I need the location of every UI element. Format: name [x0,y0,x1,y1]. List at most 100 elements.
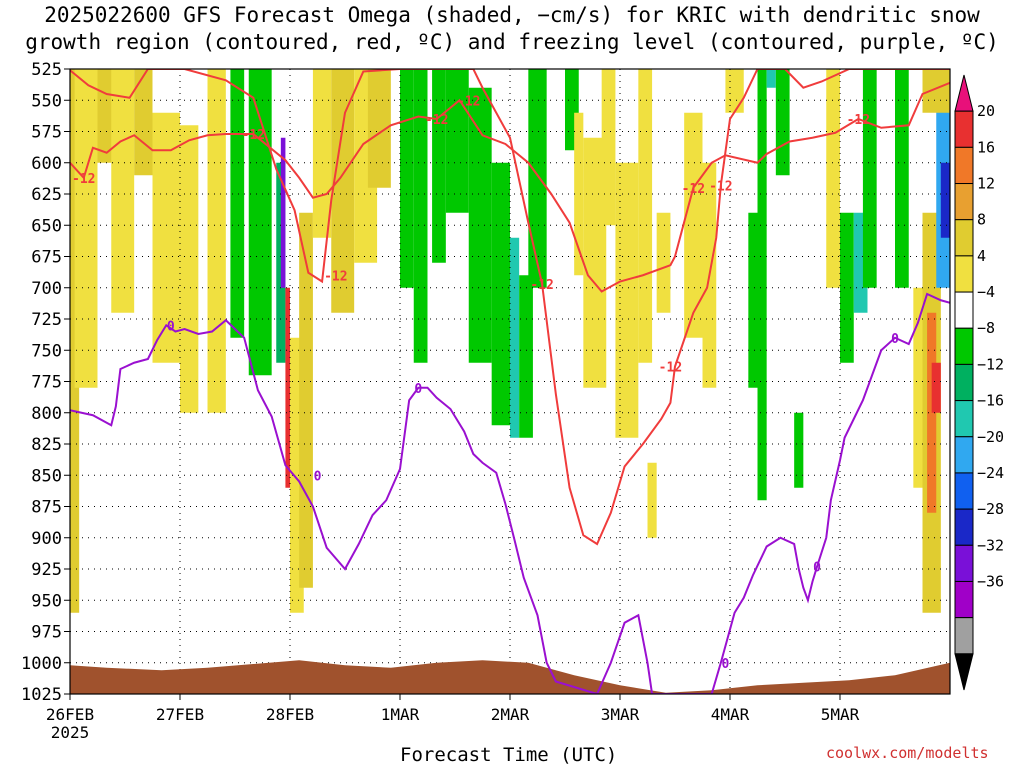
x-tick-label: 3MAR [601,705,640,724]
omega-band [276,162,286,363]
omega-band [280,137,286,288]
colorbar-label: −32 [977,536,1004,554]
colorbar-label: 4 [977,247,986,265]
omega-band [748,212,758,388]
colorbar-label: 8 [977,211,986,229]
freezing-level-label: 0 [722,657,730,672]
omega-band [940,162,950,238]
omega-band [111,69,135,313]
omega-band [285,287,290,488]
omega-band [74,69,98,388]
x-tick-label: 5MAR [821,705,860,724]
x-tick-label: 1MAR [381,705,420,724]
y-tick-label: 700 [31,279,62,299]
colorbar: 20 16 12 8 4 −4 −8 −12 −16 −20 −24 −28 −32 −36 [954,74,1004,691]
dendritic-contour-label: -12 [324,269,347,284]
y-tick-label: 950 [31,591,62,611]
y-tick-label: 750 [31,341,62,361]
dendritic-contour-label: -12 [709,179,732,194]
omega-band [180,125,199,413]
colorbar-top-arrow [954,74,974,112]
colorbar-label: −8 [977,319,995,337]
colorbar-swatch [954,472,974,510]
contour-lines: -12 -12 -12 -12 -12 -12 -12 -12 -12 -12 0 0 0 0 0 0 [70,69,950,694]
colorbar-label: −24 [977,464,1004,482]
dendritic-contour-upper [70,81,950,293]
omega-band [931,362,941,413]
omega-band [574,112,584,276]
y-tick-label: 875 [31,498,62,518]
omega-band [684,112,703,338]
x-tick-label: 28FEB [266,705,314,724]
omega-band [400,69,414,288]
colorbar-swatch [954,363,974,402]
colorbar-swatch [954,544,974,582]
y-tick-label: 575 [31,123,62,143]
y-tick-label: 775 [31,373,62,393]
omega-band [468,87,492,363]
x-tick-label: 4MAR [711,705,750,724]
omega-band [840,212,854,363]
omega-band [528,69,547,288]
surface-terrain [70,660,950,694]
x-axis-label: Forecast Time (UTC) [400,744,618,766]
dendritic-contour-label: -12 [72,172,95,187]
terrain-fill [70,660,950,694]
y-tick-label: 900 [31,529,62,549]
x-axis: 26FEB 27FEB 28FEB 1MAR 2MAR 3MAR 4MAR 5MAR 2025 [46,694,860,742]
freezing-level-label: 0 [891,332,899,347]
omega-band [491,162,510,426]
omega-band [913,287,923,488]
omega-band [615,162,639,438]
y-tick-label: 600 [31,154,62,174]
freezing-level-label: 0 [414,382,422,397]
dendritic-contour-label: -12 [659,361,682,376]
colorbar-label: −4 [977,283,995,301]
omega-band [413,69,428,363]
colorbar-swatch [954,291,974,329]
omega-band [862,69,877,288]
omega-band [230,69,245,338]
colorbar-swatch [954,110,974,148]
colorbar-label: −36 [977,572,1004,590]
y-tick-label: 975 [31,623,62,643]
y-tick-label: 725 [31,310,62,330]
omega-band [70,69,80,613]
y-tick-label: 550 [31,91,62,111]
y-tick-label: 675 [31,248,62,268]
omega-band [775,69,790,176]
omega-band [248,69,272,376]
colorbar-swatch [954,183,974,221]
omega-band [725,69,744,113]
colorbar-label: 20 [977,102,995,120]
y-tick-label: 525 [31,60,62,80]
credit-link[interactable]: coolwx.com/modelts [826,744,989,762]
dendritic-contour-label: -12 [682,182,705,197]
omega-band [367,69,391,188]
y-tick-label: 800 [31,404,62,424]
colorbar-swatch [954,255,974,293]
colorbar-swatch [954,617,974,655]
omega-band [922,69,950,113]
colorbar-label: −28 [977,500,1004,518]
y-tick-label: 650 [31,216,62,236]
colorbar-swatch [954,580,974,619]
freezing-level-label: 0 [167,319,175,334]
colorbar-swatch [954,219,974,257]
omega-band [826,69,840,288]
colorbar-label: 12 [977,175,995,193]
omega-band [510,237,520,438]
colorbar-label: −12 [977,355,1004,373]
chart-title: 2025022600 GFS Forecast Omega (shaded, −… [0,2,1024,56]
y-tick-label: 1025 [21,685,62,705]
freezing-level-contour [70,292,950,694]
colorbar-label: 16 [977,138,995,156]
dendritic-contour-lower [70,69,950,546]
colorbar-swatch [954,436,974,474]
omega-band [794,412,804,488]
omega-band [331,69,355,313]
colorbar-bottom-arrow [954,653,974,691]
omega-band [432,69,446,263]
omega-band [766,69,776,88]
